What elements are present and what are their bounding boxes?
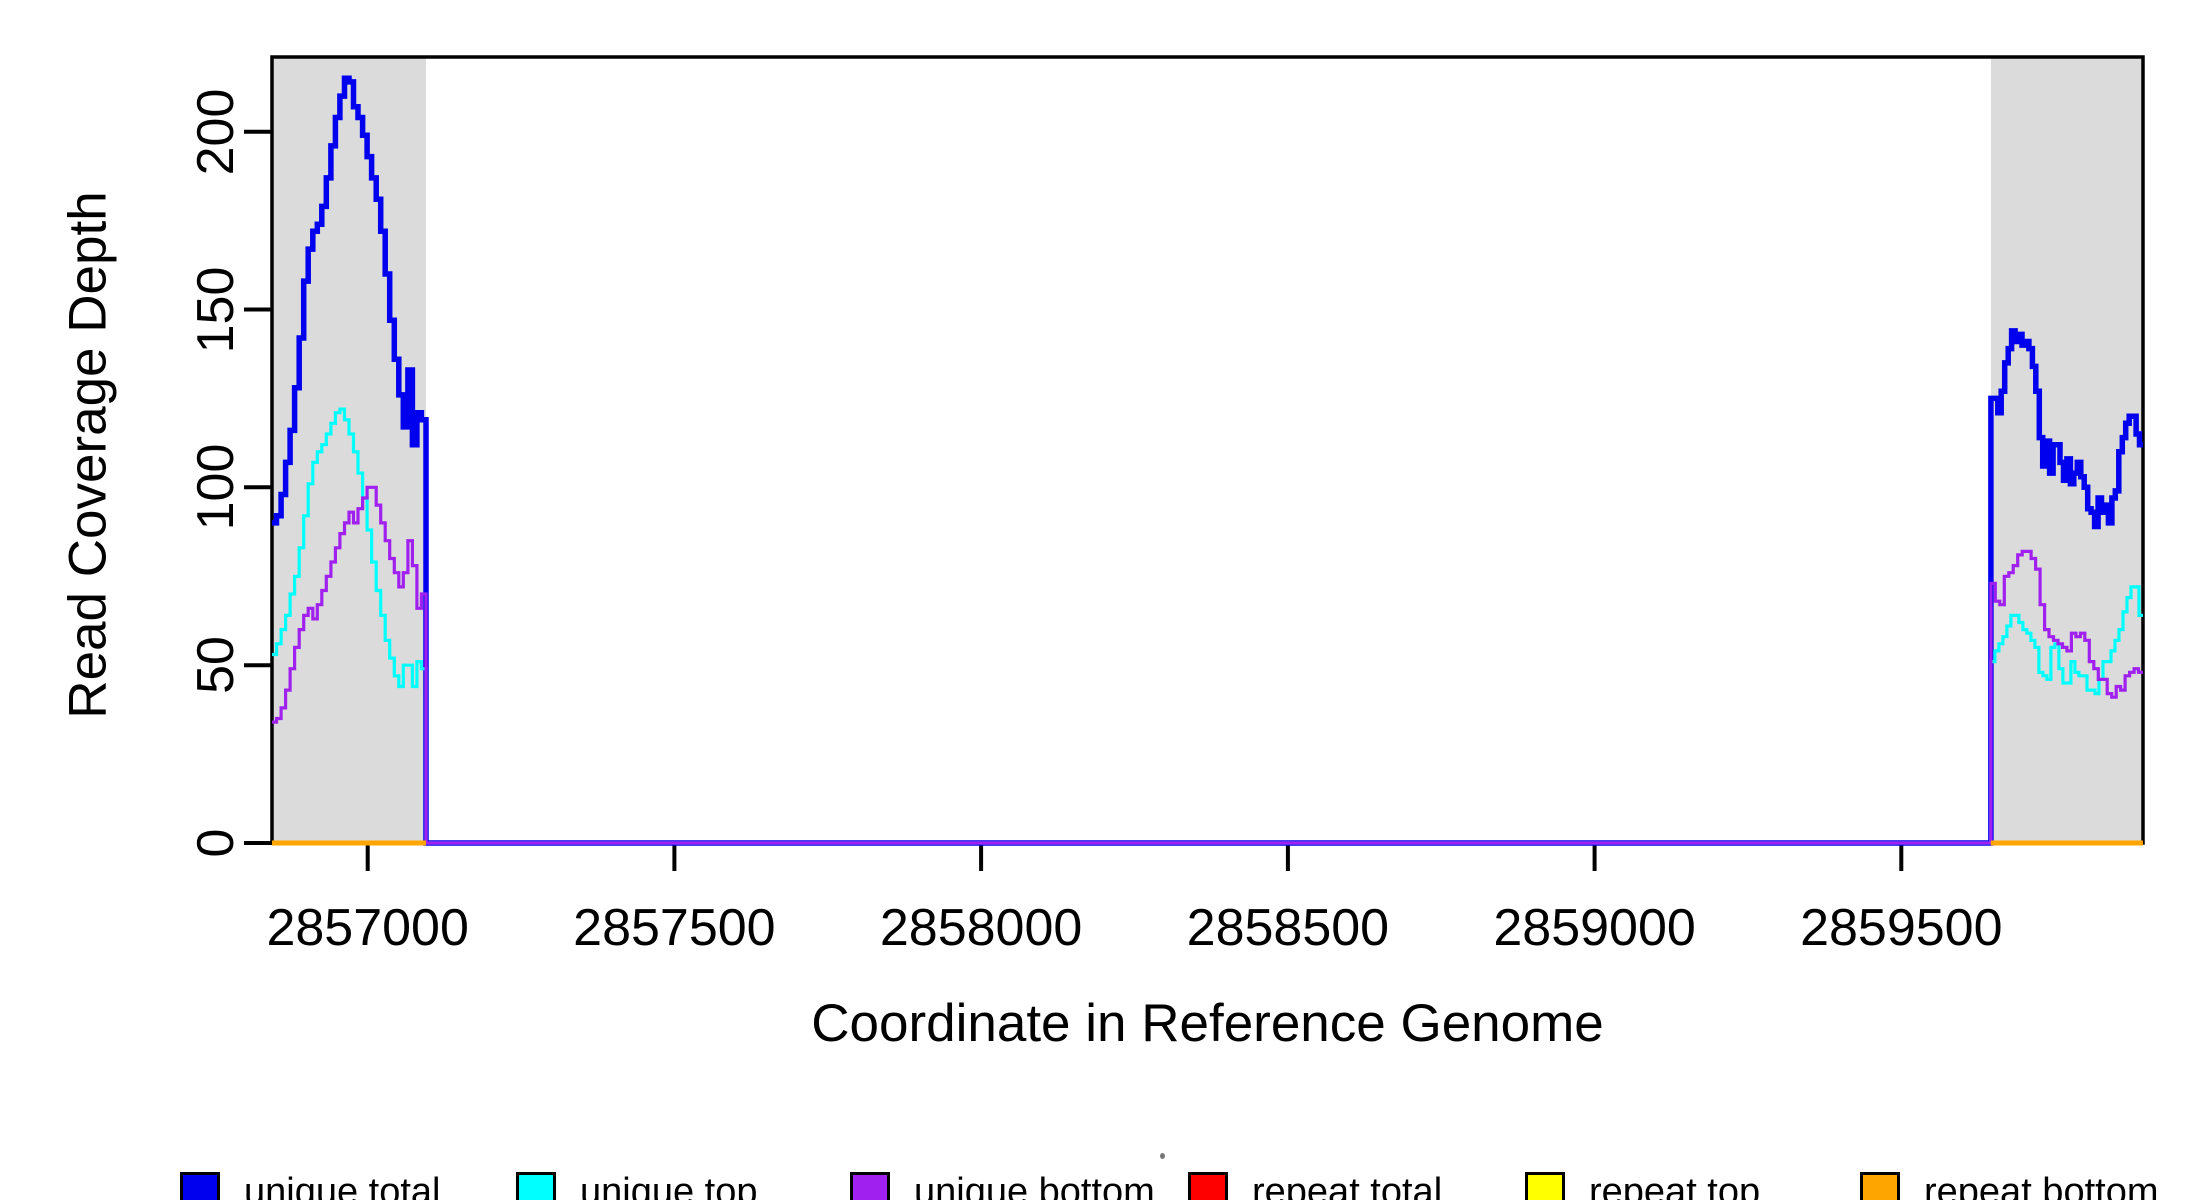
legend-swatch (1188, 1172, 1228, 1200)
legend-item-unique-bottom: unique bottom (850, 1170, 1155, 1200)
highlighted-region (272, 57, 426, 843)
series-unique-top (272, 407, 2143, 845)
legend-item-unique-top: unique top (516, 1170, 758, 1200)
legend: unique total unique top unique bottom repea… (0, 1170, 2200, 1200)
y-tick-label: 100 (187, 443, 245, 531)
legend-label: repeat total (1252, 1171, 1443, 1200)
legend-label: repeat top (1589, 1171, 1761, 1200)
x-axis-title: Coordinate in Reference Genome (811, 994, 1604, 1053)
legend-swatch (1860, 1172, 1900, 1200)
legend-label: unique top (580, 1171, 758, 1200)
legend-swatch (1525, 1172, 1565, 1200)
legend-swatch (850, 1172, 890, 1200)
series-unique-total (272, 75, 2143, 846)
legend-label: unique bottom (914, 1171, 1155, 1200)
legend-label: repeat bottom (1924, 1171, 2159, 1200)
legend-label: unique total (244, 1171, 441, 1200)
plot-box (270, 55, 2145, 845)
y-axis-title: Read Coverage Depth (58, 191, 118, 719)
series-unique-bottom (272, 485, 2143, 845)
legend-item-repeat-top: repeat top (1525, 1170, 1760, 1200)
legend-item-unique-total: unique total (180, 1170, 441, 1200)
x-tick-label: 2858500 (1186, 899, 1390, 957)
legend-item-repeat-bottom: repeat bottom (1860, 1170, 2158, 1200)
legend-swatch (180, 1172, 220, 1200)
legend-swatch (516, 1172, 556, 1200)
y-tick-label: 0 (187, 828, 245, 858)
x-tick-label: 2857500 (573, 899, 776, 957)
stray-mark (1160, 1153, 1165, 1159)
x-tick-label: 2859500 (1800, 899, 2003, 957)
x-tick-label: 2858000 (879, 899, 1083, 957)
y-tick-label: 150 (187, 266, 245, 353)
y-tick-label: 200 (187, 88, 245, 176)
x-tick-label: 2859000 (1493, 899, 1696, 957)
legend-item-repeat-total: repeat total (1188, 1170, 1442, 1200)
y-tick-label: 50 (187, 636, 245, 695)
x-tick-label: 2857000 (266, 899, 469, 957)
